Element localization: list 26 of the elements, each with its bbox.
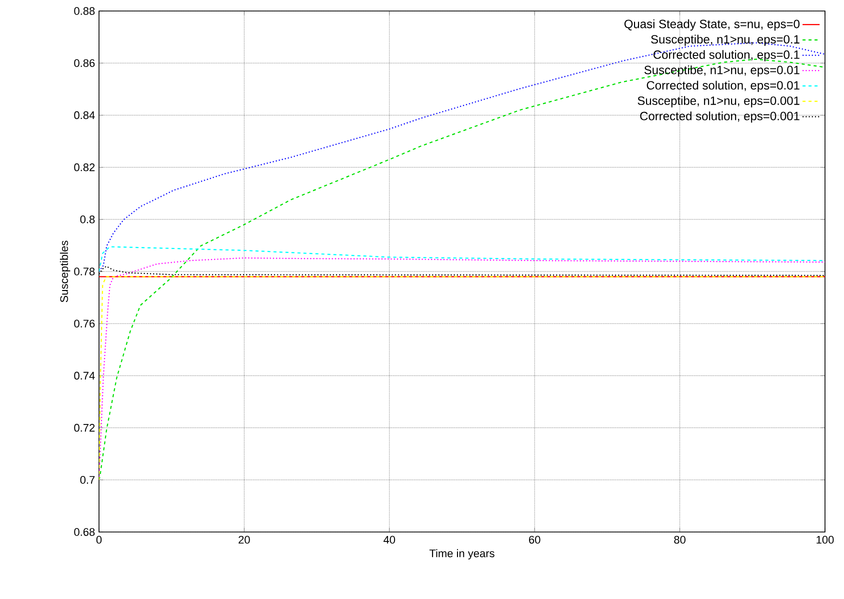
legend-label: Susceptibe, n1>nu, eps=0.001 xyxy=(638,96,800,108)
legend-label: Corrected solution, eps=0.1 xyxy=(654,50,800,62)
legend-label: Quasi Steady State, s=nu, eps=0 xyxy=(624,19,800,31)
x-tick-label: 20 xyxy=(238,536,250,544)
y-tick-label: 0.68 xyxy=(74,528,95,536)
legend-label: Corrected solution, eps=0.001 xyxy=(640,111,800,123)
x-axis-title: Time in years xyxy=(429,549,494,560)
line-series xyxy=(99,246,825,272)
legend-label: Susceptibe, n1>nu, eps=0.1 xyxy=(651,34,800,46)
x-tick-label: 60 xyxy=(529,536,540,544)
x-tick-label: 100 xyxy=(816,536,834,544)
y-tick-label: 0.76 xyxy=(74,320,95,328)
y-tick-label: 0.7 xyxy=(80,476,95,484)
y-tick-label: 0.72 xyxy=(74,424,95,432)
y-tick-label: 0.88 xyxy=(74,7,95,15)
y-tick-label: 0.82 xyxy=(74,163,95,172)
y-tick-label: 0.8 xyxy=(80,216,95,224)
y-tick-label: 0.74 xyxy=(74,372,95,380)
y-axis-title: Susceptibles xyxy=(60,240,70,302)
y-tick-label: 0.84 xyxy=(74,111,95,120)
legend-label: Corrected solution, eps=0.01 xyxy=(646,80,800,92)
y-tick-label: 0.78 xyxy=(74,268,95,276)
x-tick-label: 40 xyxy=(384,536,396,544)
x-tick-label: 80 xyxy=(674,536,686,544)
y-tick-label: 0.86 xyxy=(74,59,95,67)
x-tick-label: 0 xyxy=(96,536,102,544)
